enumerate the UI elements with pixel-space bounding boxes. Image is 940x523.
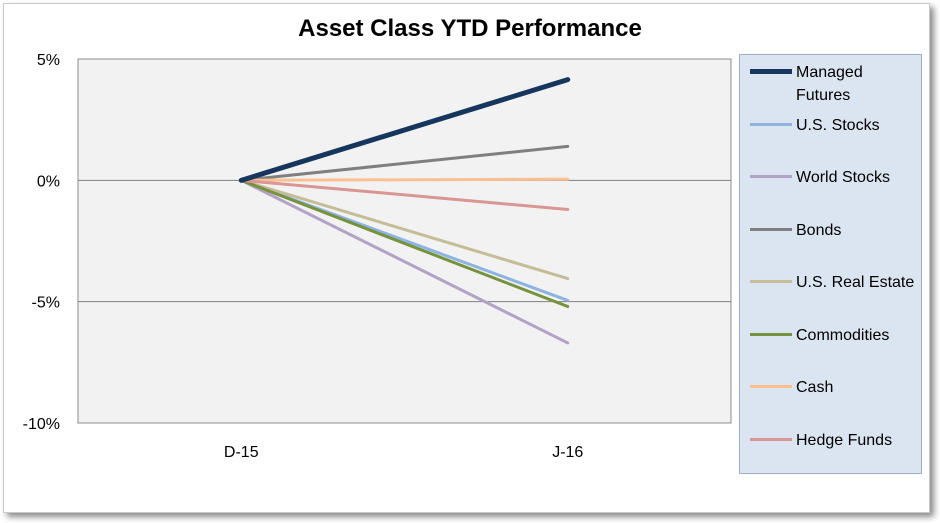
legend-swatch [750,227,792,231]
series-line-cash [239,177,570,182]
series-line-world-stocks [239,178,570,345]
legend-swatch [750,174,792,178]
y-tick-label: -5% [32,295,60,312]
y-tick-label: -10% [23,416,60,433]
legend-swatch [750,122,792,126]
legend-label: Bonds [796,222,842,239]
legend-label: World Stocks [796,169,890,186]
series-line-bonds [239,144,570,182]
x-tick-label: J-16 [552,444,583,461]
legend-swatch [750,437,792,441]
y-tick-label: 0% [37,173,60,190]
y-tick-label: 5% [37,52,60,69]
series-line-u-s-real-estate [239,178,570,281]
legend-swatch [750,332,792,336]
x-tick-label: D-15 [224,444,259,461]
legend-label: U.S. Stocks [796,117,880,134]
legend-label: Commodities [796,327,890,344]
chart-title: Asset Class YTD Performance [298,15,642,42]
legend-label: Hedge Funds [796,432,893,449]
legend-label: U.S. Real Estate [796,274,915,291]
legend-swatch [750,384,792,388]
legend-label: Managed Futures [796,64,863,104]
series-line-managed-futures [238,77,571,183]
legend-label: Cash [796,379,834,396]
legend-swatch [750,68,792,74]
legend: Managed Futures U.S. Stocks World Stocks Bo… [739,54,922,474]
series-line-hedge-funds [239,178,570,211]
legend-swatch [750,279,792,283]
series-line-commodities [239,178,570,309]
